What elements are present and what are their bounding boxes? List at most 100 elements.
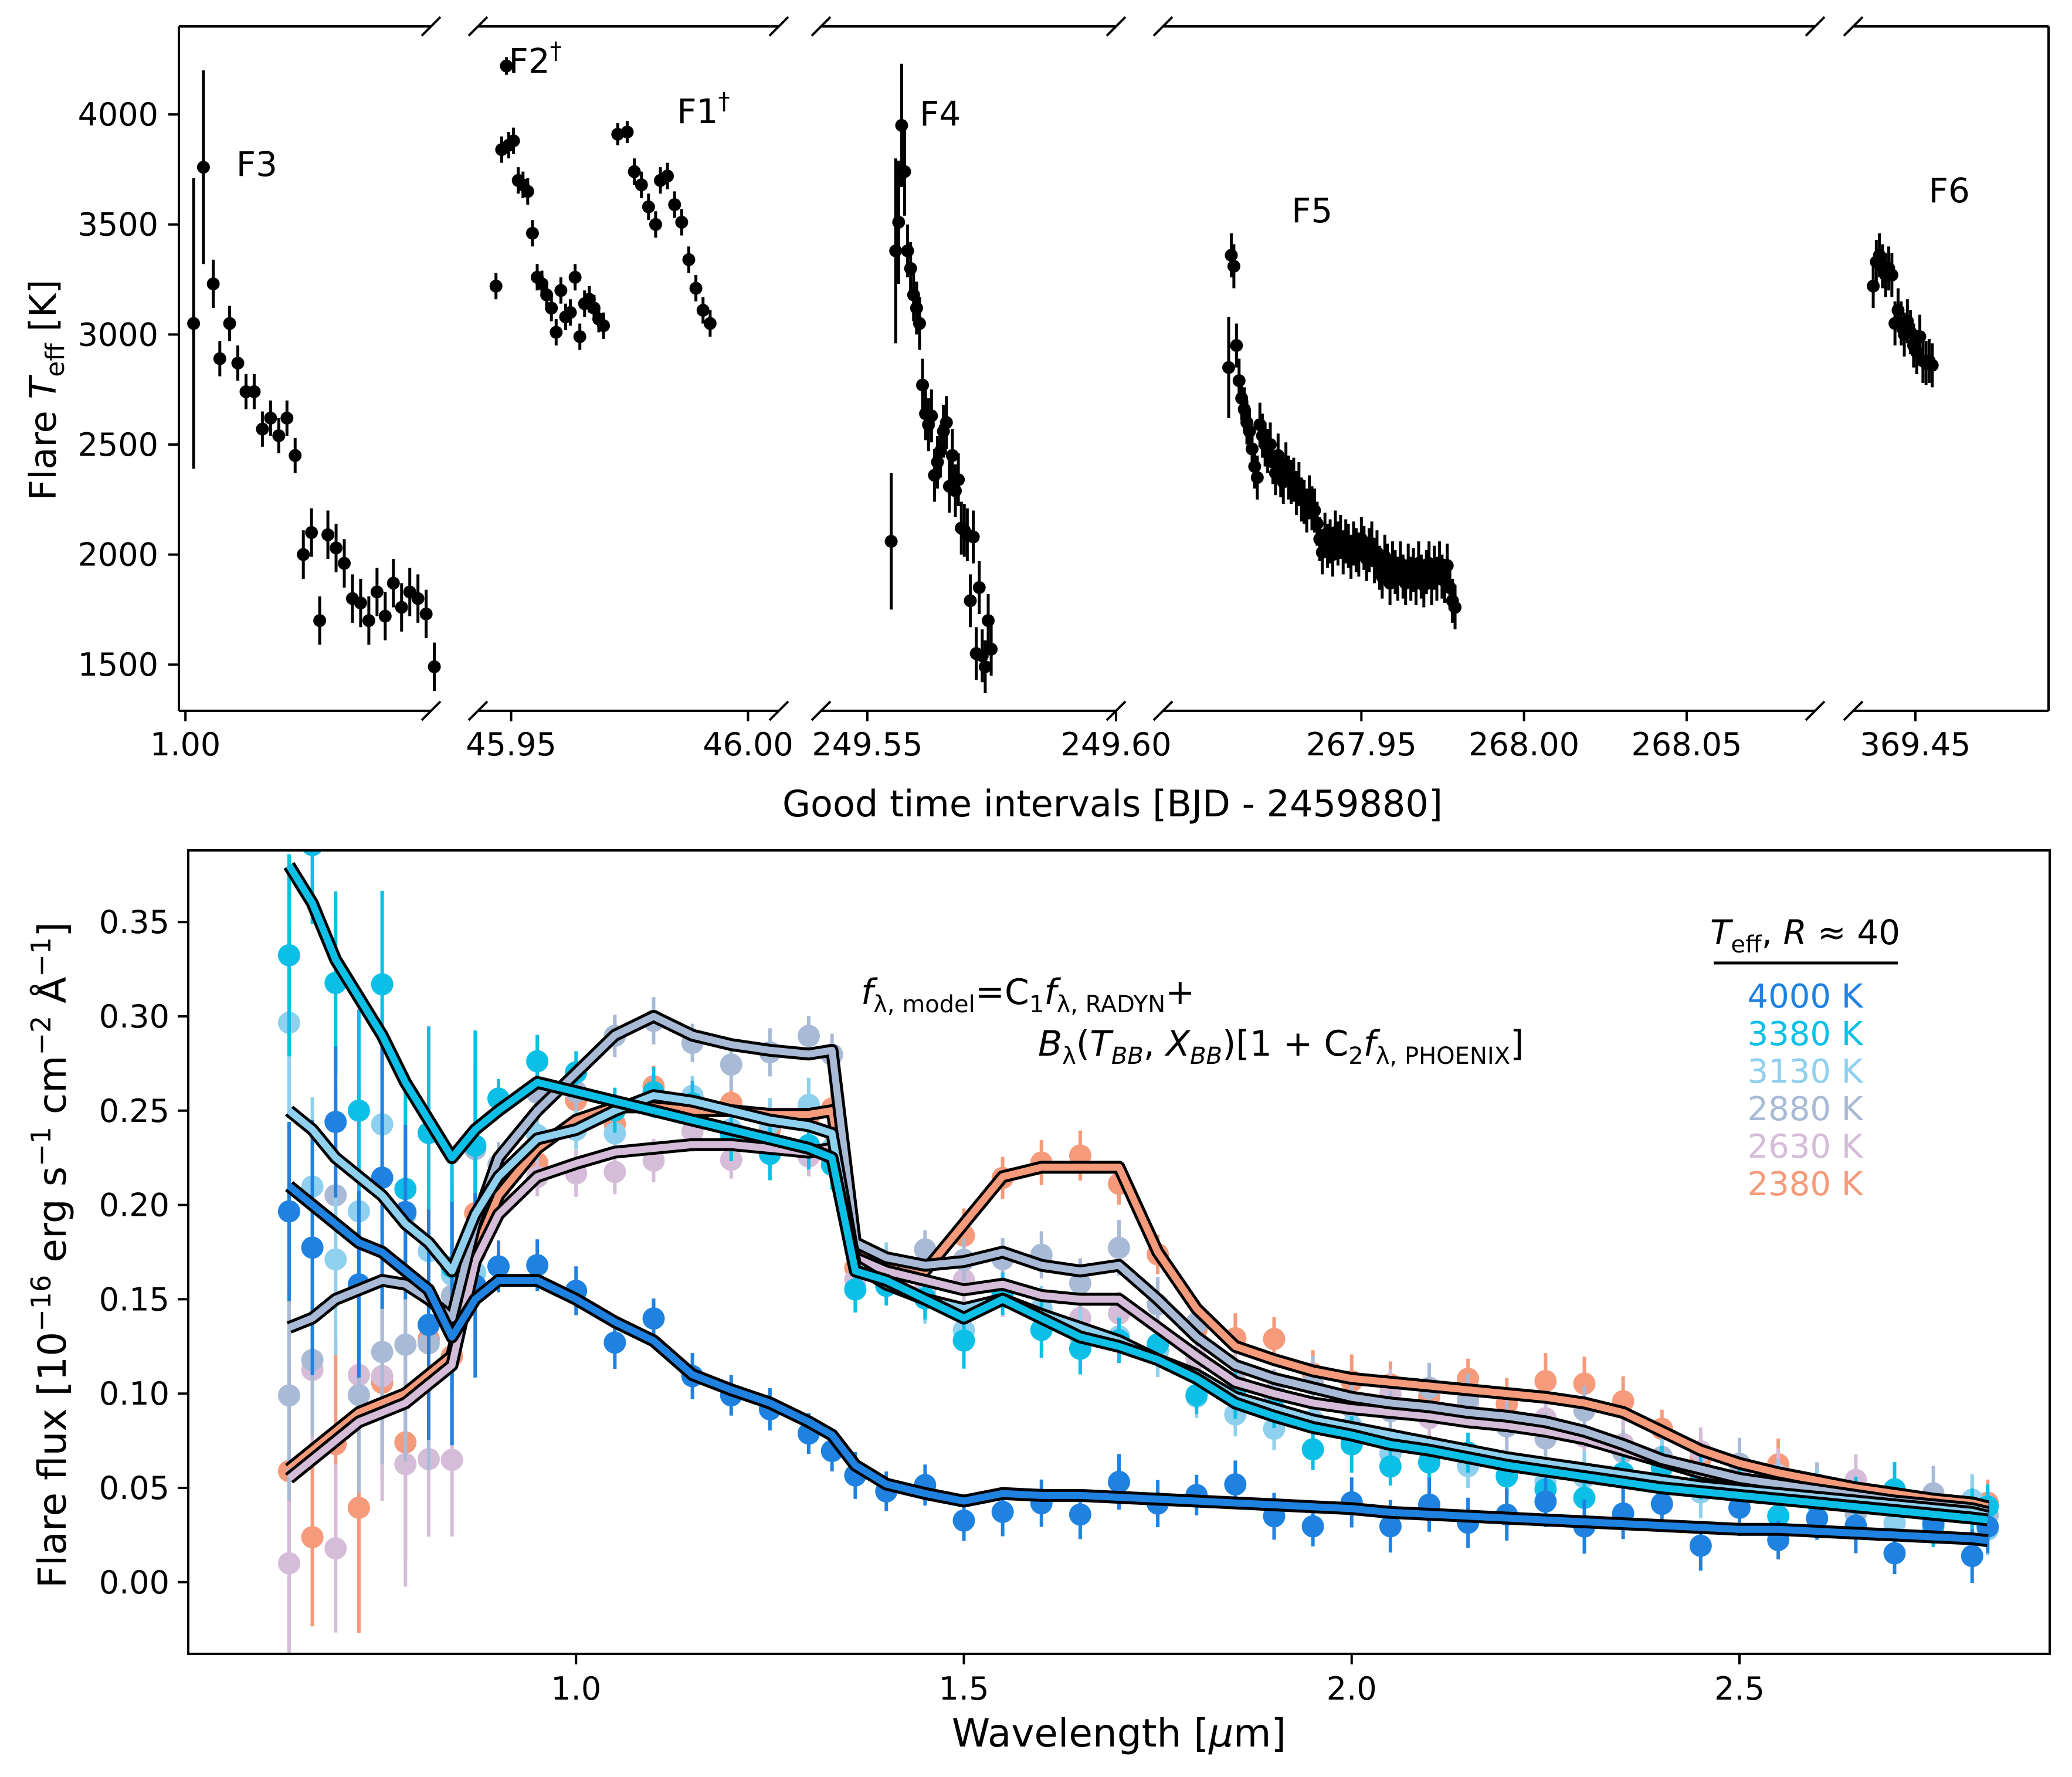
flux-data-point	[324, 1248, 347, 1271]
temperature-point	[395, 601, 408, 614]
x-tick-label: 2.5	[1714, 1670, 1765, 1707]
y-tick-label: 3000	[78, 316, 158, 353]
flux-data-point	[952, 1329, 975, 1352]
flux-data-point	[526, 1254, 549, 1277]
x-tick-label: 1.00	[150, 726, 221, 763]
equation-line-1: fλ, model=C1fλ, RADYN+	[861, 972, 1195, 1018]
y-tick-label: 0.25	[99, 1093, 169, 1130]
flux-data-point	[394, 1453, 417, 1476]
axis-break-mark	[1152, 16, 1174, 37]
temperature-point	[952, 473, 965, 486]
flare-label: F1†	[677, 88, 730, 131]
x-tick-label: 268.05	[1631, 726, 1742, 763]
temperature-point	[635, 178, 648, 192]
temperature-point	[949, 484, 962, 497]
temperature-point	[313, 614, 327, 628]
flux-data-point	[301, 1526, 324, 1549]
flux-data-point	[347, 1383, 370, 1406]
temperature-point	[904, 262, 917, 275]
temperature-point	[256, 422, 269, 436]
temperature-x-axis-label: Good time intervals [BJD - 2459880]	[782, 782, 1443, 825]
temperature-point	[305, 526, 318, 540]
temperature-point	[272, 429, 286, 442]
temperature-point	[1245, 442, 1259, 456]
axis-break-mark	[1843, 700, 1864, 721]
temperature-point	[892, 215, 906, 229]
temperature-point	[649, 218, 662, 231]
y-tick-label: 0.35	[99, 904, 169, 941]
temperature-point	[489, 279, 503, 293]
temperature-point	[297, 548, 310, 561]
flux-data-point	[603, 1122, 626, 1145]
flare-label: F4	[920, 94, 961, 134]
temperature-point	[231, 357, 245, 370]
temperature-point	[1222, 361, 1236, 374]
axis-break-mark	[1152, 700, 1174, 721]
legend-entry: 4000 K	[1747, 978, 1863, 1016]
temperature-point	[884, 535, 898, 548]
temperature-point	[964, 594, 977, 608]
temperature-point	[642, 200, 655, 213]
axis-break-mark	[1843, 16, 1864, 37]
flux-data-point	[1301, 1515, 1324, 1538]
temperature-point	[696, 304, 710, 317]
temperature-point	[889, 244, 903, 257]
temperature-point	[916, 378, 930, 392]
flux-data-point	[603, 1161, 626, 1183]
flux-data-point	[991, 1500, 1014, 1523]
temperature-point	[587, 301, 601, 315]
temperature-point	[1225, 249, 1238, 262]
temperature-point	[1227, 260, 1240, 273]
legend-entry: 3380 K	[1747, 1015, 1863, 1053]
axis-break-mark	[467, 700, 489, 721]
flux-data-point	[1961, 1545, 1983, 1568]
temperature-point	[507, 134, 520, 148]
temperature-point	[1248, 460, 1261, 473]
flux-data-point	[526, 1050, 549, 1073]
temperature-points	[187, 57, 1939, 693]
temperature-point	[521, 185, 534, 198]
temperature-point	[945, 449, 959, 462]
flux-data-point	[277, 944, 300, 967]
temperature-point	[901, 244, 914, 257]
x-tick-label: 1.5	[939, 1670, 989, 1707]
flux-data-point	[1263, 1328, 1286, 1351]
temperature-point	[967, 530, 980, 544]
temperature-point	[1449, 601, 1462, 614]
flux-data-point	[1069, 1272, 1091, 1295]
flux-data-point	[440, 1449, 463, 1471]
temperature-point	[223, 317, 236, 330]
temperature-point	[573, 330, 586, 344]
flare-temperature-panel: 1500 2000 2500 3000 3500 4000 1.00 45.95 46.00 2…	[22, 16, 2050, 825]
legend-entry: 2380 K	[1747, 1165, 1863, 1203]
flux-data-point	[277, 1200, 300, 1223]
temperature-axes-frame	[178, 16, 2050, 721]
temperature-point	[1264, 438, 1277, 451]
flux-data-point	[1069, 1503, 1091, 1526]
temperature-point	[411, 592, 425, 605]
flux-data-point	[1108, 1470, 1130, 1493]
y-tick-label: 2500	[78, 426, 158, 463]
spectrum-y-axis-label: Flare flux [10−16 erg s−1 cm−2 Å−1]	[25, 922, 75, 1588]
flux-data-point	[1650, 1493, 1673, 1515]
flux-data-point	[642, 1307, 665, 1330]
flare-label: F2†	[509, 38, 562, 81]
temperature-point	[913, 317, 926, 330]
flux-data-point	[371, 973, 394, 996]
flux-data-point	[324, 1111, 347, 1134]
x-tick-label: 369.45	[1860, 726, 1971, 763]
temperature-point	[500, 59, 513, 73]
axis-break-mark	[1105, 16, 1127, 37]
flux-data-point	[720, 1053, 742, 1076]
flux-data-point	[1379, 1455, 1402, 1478]
flux-data-point	[324, 1537, 347, 1560]
temperature-point	[1925, 358, 1939, 372]
flux-data-point	[1883, 1542, 1906, 1565]
temperature-y-axis-label: Flare Teff [K]	[22, 280, 70, 501]
flux-data-point	[371, 1341, 394, 1364]
temperature-point	[1232, 374, 1246, 388]
axis-break-mark	[467, 16, 489, 37]
model-equation: fλ, model=C1fλ, RADYN+ Bλ(TBB, XBB)[1 + …	[861, 972, 1524, 1070]
temperature-point	[985, 642, 998, 656]
